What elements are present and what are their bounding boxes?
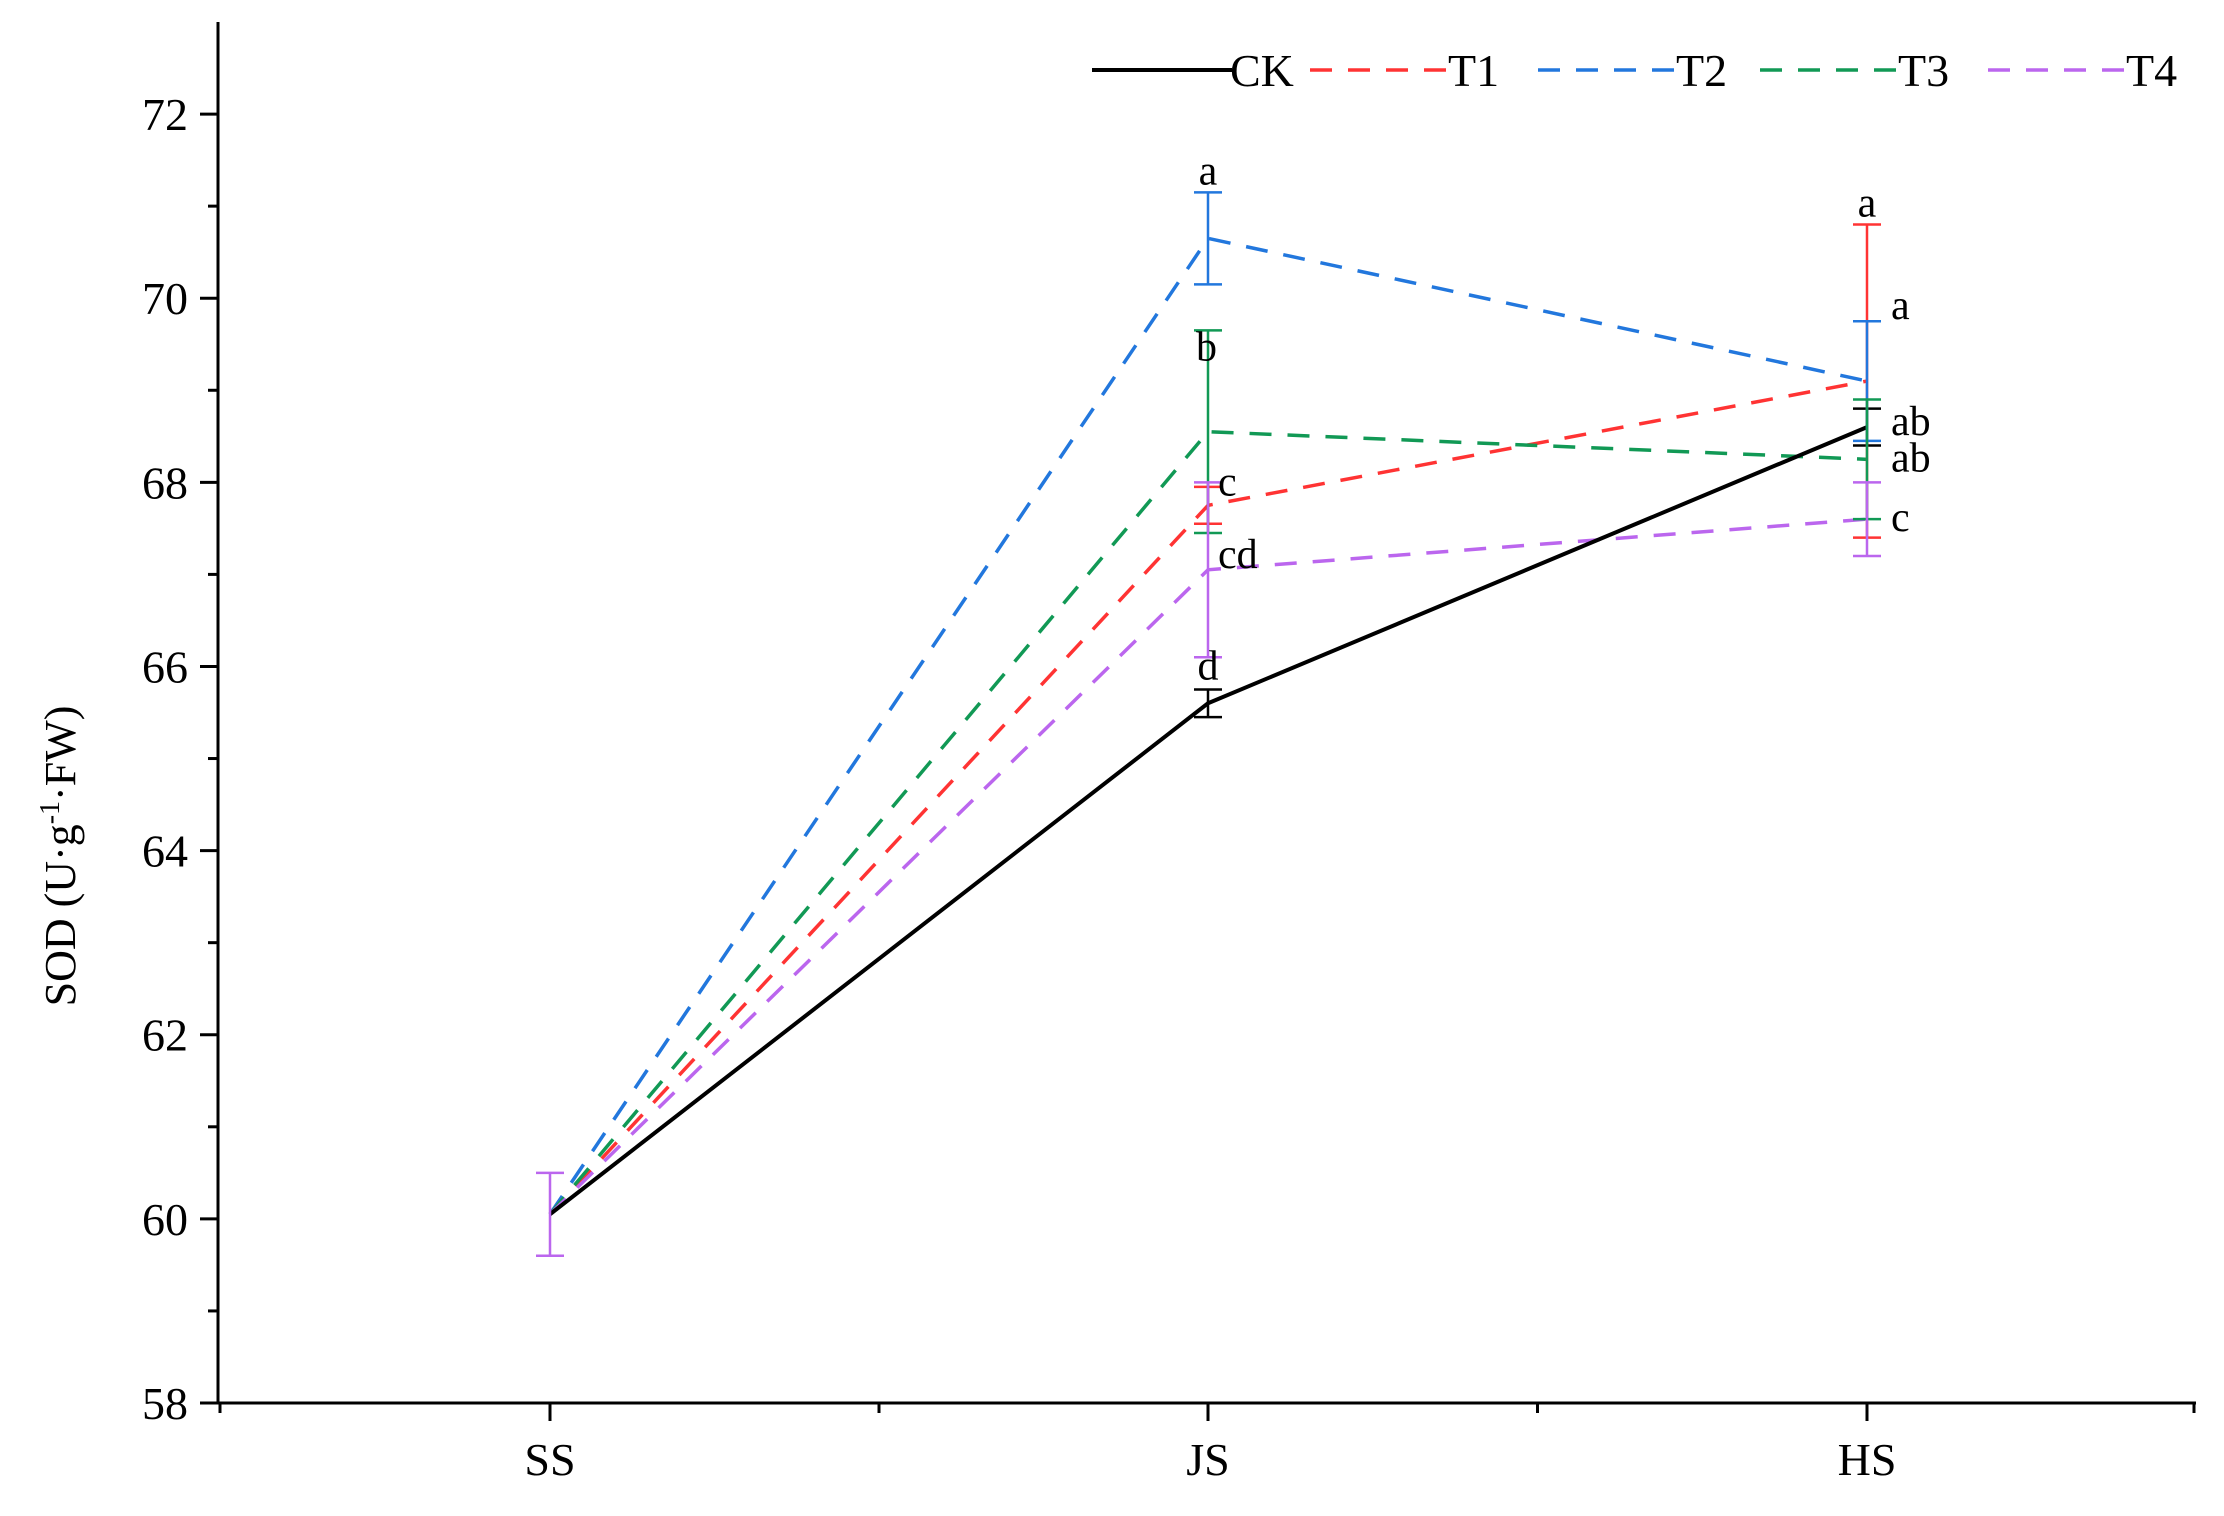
- y-tick-label: 58: [142, 1378, 188, 1429]
- legend-item-ck: CK: [1092, 45, 1294, 96]
- error-bar-t4: [1194, 481, 1222, 659]
- sig-label-t3: b: [1196, 324, 1217, 370]
- legend-label: T1: [1448, 45, 1499, 96]
- sig-label-t2: a: [1891, 283, 1910, 329]
- y-tick-label: 70: [142, 273, 188, 324]
- y-tick-label: 72: [142, 89, 188, 140]
- legend-label: T2: [1676, 45, 1727, 96]
- sig-label-t1: a: [1858, 181, 1877, 227]
- legend: CK T1 T2 T3 T4: [1092, 45, 2177, 96]
- y-tick-label: 68: [142, 457, 188, 508]
- legend-item-t2: T2: [1538, 45, 1727, 96]
- sig-label-t4: cd: [1218, 532, 1258, 578]
- y-tick-label: 66: [142, 641, 188, 692]
- y-tick-label: 64: [142, 826, 188, 877]
- sig-label-t2: a: [1199, 148, 1218, 194]
- error-bar-t4: [536, 1171, 564, 1257]
- legend-item-t4: T4: [1988, 45, 2177, 96]
- legend-label: T3: [1898, 45, 1949, 96]
- error-bars: [536, 191, 1881, 1257]
- error-bar-t2: [1194, 191, 1222, 286]
- axes: 58 60 62 64 66 68 70 72 SS JS HS: [142, 22, 2196, 1485]
- legend-item-t3: T3: [1760, 45, 1949, 96]
- legend-label: CK: [1230, 45, 1294, 96]
- y-tick-label: 60: [142, 1194, 188, 1245]
- series-line-t2: [548, 236, 1868, 1216]
- x-tick-label: JS: [1186, 1434, 1229, 1485]
- legend-item-t1: T1: [1310, 45, 1499, 96]
- error-bar-t4: [1853, 481, 1881, 558]
- legend-label: T4: [2126, 45, 2177, 96]
- sig-label-t3: ab: [1891, 435, 1931, 481]
- x-tick-label: HS: [1838, 1434, 1897, 1485]
- sig-label-ck: d: [1198, 643, 1219, 689]
- y-tick-label: 62: [142, 1010, 188, 1061]
- sig-label-t1: c: [1218, 459, 1237, 505]
- error-bar-ck: [1194, 688, 1222, 719]
- x-tick-label: SS: [524, 1434, 575, 1485]
- series-line-t3: [548, 429, 1868, 1216]
- y-axis-title: SOD (U·g-1·FW): [35, 706, 85, 1007]
- sig-label-t4: c: [1891, 495, 1910, 541]
- sig-label-ck: ab: [1891, 399, 1931, 445]
